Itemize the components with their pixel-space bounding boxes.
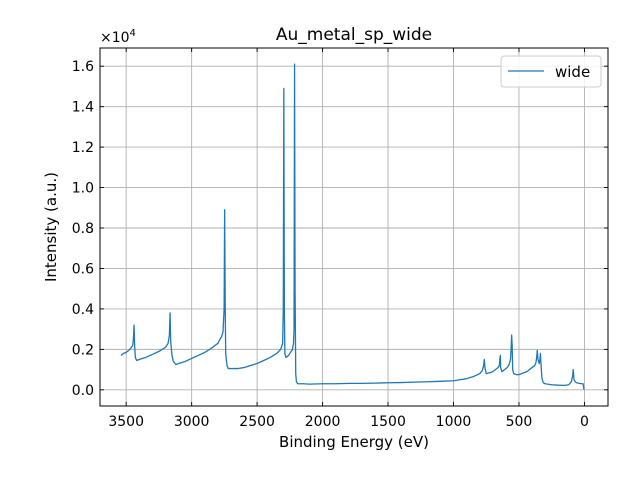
x-tick-label: 1500 — [370, 414, 406, 430]
x-tick-label: 0 — [580, 414, 589, 430]
y-tick-label: 1.0 — [72, 181, 94, 197]
x-tick-label: 2000 — [305, 414, 341, 430]
y-scale-prefix: ×10 — [100, 30, 130, 46]
y-tick-label: 0.4 — [72, 302, 94, 318]
legend-box — [500, 55, 602, 88]
y-tick-label: 1.4 — [72, 100, 94, 116]
chart-title: Au_metal_sp_wide — [276, 25, 432, 45]
plot-frame — [99, 47, 609, 407]
x-tick-label: 2500 — [239, 414, 275, 430]
y-scale-factor: ×104 — [100, 28, 136, 46]
series-layer — [120, 63, 585, 390]
legend-label-wide: wide — [555, 63, 590, 81]
x-axis-label: Binding Energy (eV) — [279, 433, 429, 451]
y-axis-label: Intensity (a.u.) — [42, 172, 60, 282]
y-tick-label: 1.6 — [72, 59, 94, 75]
y-tick-label: 0.8 — [72, 221, 94, 237]
legend: wide — [500, 55, 602, 88]
x-tick-label: 3500 — [108, 414, 144, 430]
grid — [100, 48, 608, 406]
y-tick-label: 0.2 — [72, 342, 94, 358]
y-tick-label: 0.0 — [72, 383, 94, 399]
y-scale-exponent: 4 — [130, 28, 136, 39]
tick-layer: 3500 3000 2500 2000 1500 1000 500 0 0.0 0.2 0.4 0.6… — [72, 48, 608, 430]
x-tick-label: 500 — [506, 414, 533, 430]
x-tick-label: 3000 — [174, 414, 210, 430]
x-tick-label: 1000 — [436, 414, 472, 430]
y-tick-label: 0.6 — [72, 261, 94, 277]
y-tick-label: 1.2 — [72, 140, 94, 156]
series-line-wide — [120, 63, 585, 390]
